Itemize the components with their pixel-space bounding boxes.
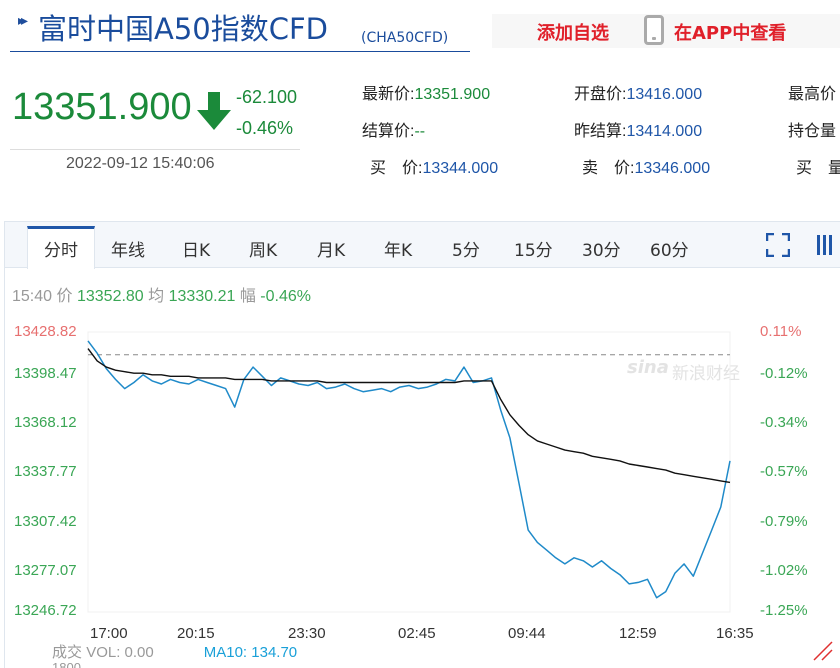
x-tick-label: 02:45 [398, 625, 436, 642]
field-open-price: 开盘价:13416.000 [574, 86, 703, 103]
price-change: -62.100 [236, 87, 298, 107]
field-high-price: 最高价 [788, 86, 837, 103]
tab-15min[interactable]: 15分 [514, 241, 553, 261]
y-pct-tick-label: -0.34% [760, 414, 808, 431]
y-tick-label: 13337.77 [14, 463, 77, 480]
symbol-code: (CHA50CFD) [361, 30, 449, 46]
last-price: 13351.900 [12, 86, 192, 128]
quote-divider [10, 149, 300, 150]
price-line [87, 340, 731, 599]
tab-monthly-k[interactable]: 月K [317, 241, 346, 261]
tab-yearly-k[interactable]: 年K [384, 241, 413, 261]
tab-year-line[interactable]: 年线 [111, 241, 145, 261]
x-tick-label: 09:44 [508, 625, 546, 642]
x-tick-label: 12:59 [619, 625, 657, 642]
y-pct-tick-label: 0.11% [760, 323, 802, 340]
field-bid-volume: 买 量 [796, 160, 840, 177]
field-open-interest: 持仓量 [788, 123, 837, 140]
x-tick-label: 16:35 [716, 625, 754, 642]
field-prev-settle: 昨结算:13414.000 [574, 123, 703, 140]
sina-finance-watermark: 新浪财经 [672, 364, 740, 384]
plot-area [87, 331, 731, 613]
volume-y-tick: 1800 [52, 660, 81, 668]
volume-stats: 成交 VOL: 0.00 MA10: 134.70 [52, 644, 298, 661]
y-pct-tick-label: -0.57% [760, 463, 808, 480]
tab-60min[interactable]: 60分 [650, 241, 689, 261]
fullscreen-icon[interactable] [766, 233, 790, 257]
add-favorite-button[interactable]: 添加自选 [537, 23, 609, 44]
field-bid-price: 买 价:13344.000 [370, 160, 499, 177]
field-last-price: 最新价:13351.900 [362, 86, 491, 103]
chart-panel [4, 221, 840, 668]
y-tick-label: 13307.42 [14, 513, 77, 530]
sina-logo: sina [627, 357, 669, 378]
y-pct-tick-label: -0.79% [760, 513, 808, 530]
y-tick-label: 13398.47 [14, 365, 77, 382]
y-tick-label: 13277.07 [14, 562, 77, 579]
tab-5min[interactable]: 5分 [452, 241, 480, 261]
tab-intraday[interactable]: 分时 [44, 241, 78, 261]
period-tabbar [5, 222, 840, 268]
menu-icon[interactable] [814, 232, 840, 258]
average-line [87, 348, 731, 484]
title-bar: ▸▸ 富时中国A50指数CFD (CHA50CFD) [0, 0, 840, 56]
y-pct-tick-label: -1.02% [760, 562, 808, 579]
x-tick-label: 20:15 [177, 625, 215, 642]
header-actions [492, 14, 840, 48]
price-change-pct: -0.46% [236, 118, 294, 138]
page-title: 富时中国A50指数CFD [38, 12, 329, 46]
phone-icon [644, 15, 664, 45]
resize-handle-icon[interactable] [812, 640, 834, 662]
arrow-down-icon [197, 92, 231, 130]
field-ask-price: 卖 价:13346.000 [582, 160, 711, 177]
tab-active-indicator [27, 226, 95, 269]
x-tick-label: 23:30 [288, 625, 326, 642]
tab-weekly-k[interactable]: 周K [249, 241, 278, 261]
y-tick-label: 13428.82 [14, 323, 77, 340]
x-tick-label: 17:00 [90, 625, 128, 642]
y-pct-tick-label: -0.12% [760, 365, 808, 382]
y-tick-label: 13368.12 [14, 414, 77, 431]
quote-datetime: 2022-09-12 15:40:06 [66, 155, 215, 172]
y-pct-tick-label: -1.25% [760, 602, 808, 619]
tab-30min[interactable]: 30分 [582, 241, 621, 261]
y-tick-label: 13246.72 [14, 602, 77, 619]
double-chevron-right-icon: ▸▸ [18, 13, 28, 29]
title-underline [10, 51, 470, 52]
chart-stats: 15:40 价 13352.80 均 13330.21 幅 -0.46% [12, 288, 311, 305]
open-app-button[interactable]: 在APP中查看 [674, 23, 787, 44]
field-settle-price: 结算价:-- [362, 123, 426, 140]
tab-daily-k[interactable]: 日K [182, 241, 211, 261]
